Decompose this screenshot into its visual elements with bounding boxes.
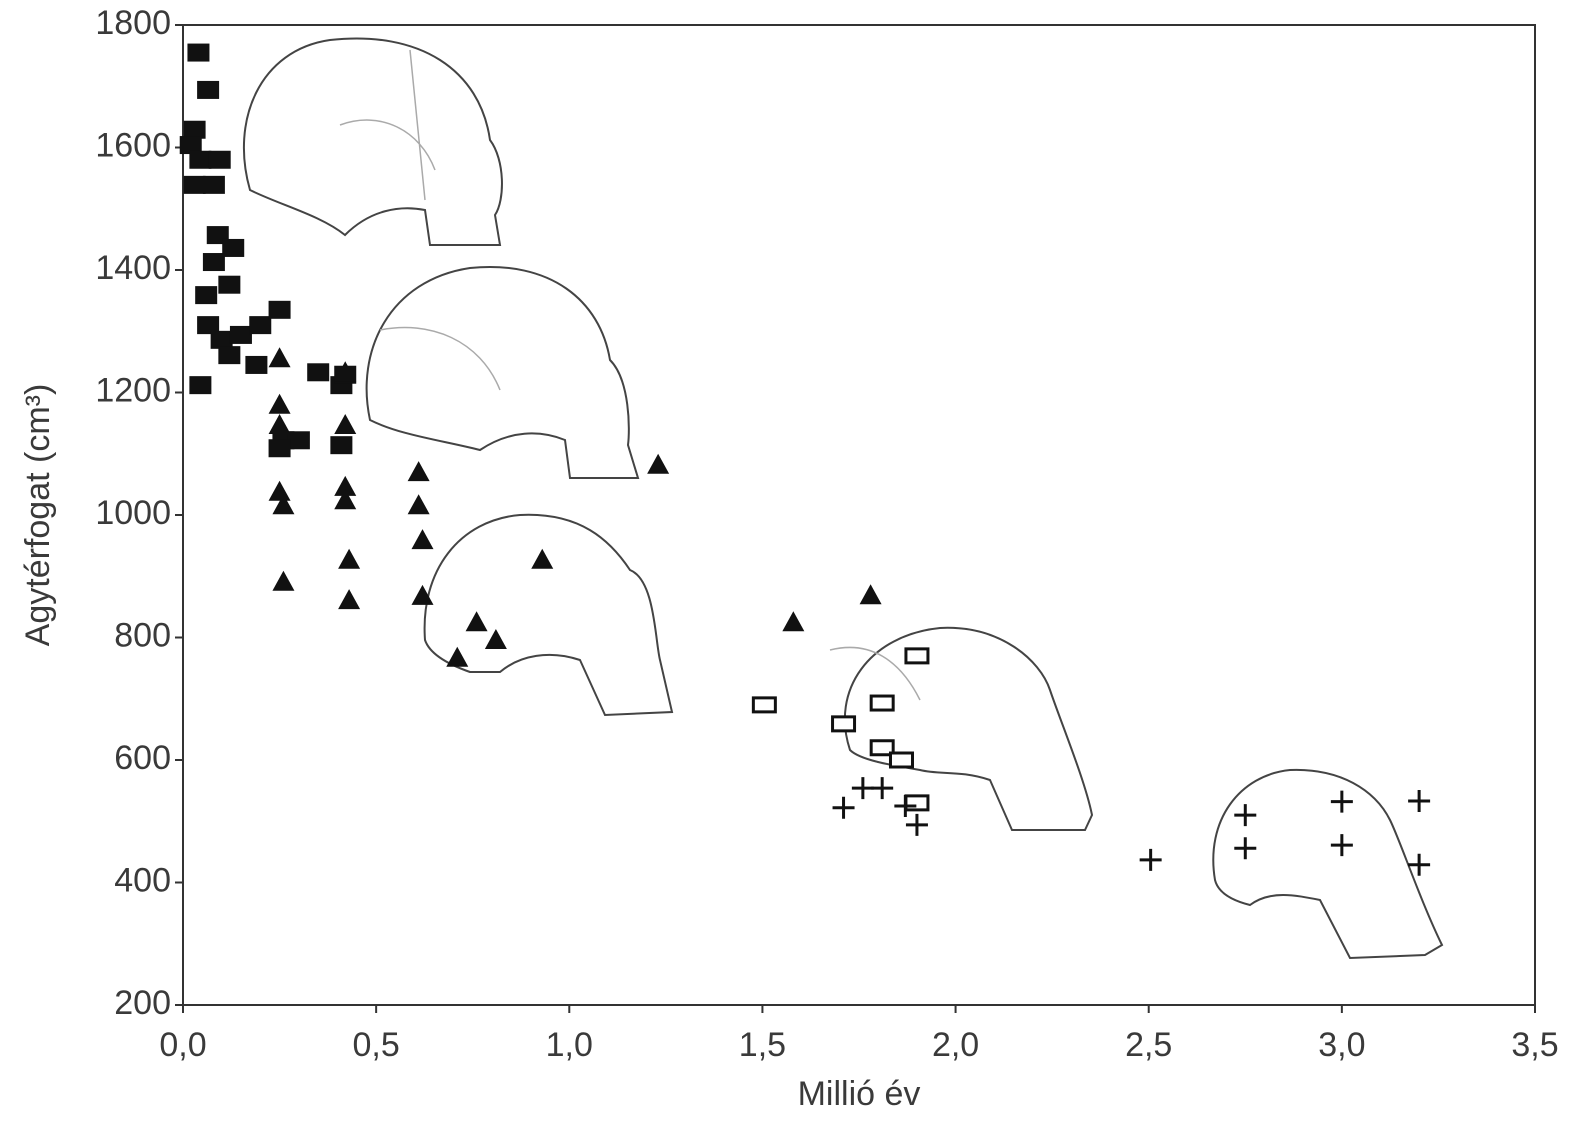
point	[465, 611, 488, 632]
point	[859, 584, 882, 605]
point	[751, 696, 777, 714]
point	[218, 275, 241, 294]
x-tick-label: 3,0	[1318, 1026, 1365, 1064]
point	[307, 363, 330, 382]
point	[1139, 848, 1162, 871]
point	[338, 589, 361, 610]
point	[446, 646, 469, 667]
point	[334, 489, 357, 510]
point	[1330, 834, 1353, 857]
point	[1234, 837, 1257, 860]
point	[869, 694, 895, 712]
point	[197, 316, 220, 335]
point	[189, 150, 212, 169]
point	[782, 611, 805, 632]
point	[407, 494, 430, 515]
point	[407, 461, 430, 482]
point	[272, 570, 295, 591]
y-tick-label: 1200	[95, 371, 171, 409]
point	[179, 136, 202, 155]
point	[202, 253, 225, 272]
point	[334, 361, 357, 382]
skull-illustration	[1212, 768, 1444, 960]
point	[208, 150, 231, 169]
x-tick-label: 3,5	[1511, 1026, 1558, 1064]
point	[904, 647, 930, 665]
x-tick-label: 0,0	[159, 1026, 206, 1064]
plot-frame	[182, 24, 1536, 1006]
x-tick-label: 2,5	[1125, 1026, 1172, 1064]
point	[831, 715, 857, 733]
skull-illustrations	[242, 37, 1444, 960]
skull-illustration	[339, 49, 921, 701]
point	[249, 316, 272, 335]
x-tick-label: 1,0	[546, 1026, 593, 1064]
point	[287, 431, 310, 450]
point	[245, 355, 268, 374]
point	[531, 548, 554, 569]
point	[484, 628, 507, 649]
point	[183, 120, 206, 139]
point	[210, 330, 233, 349]
point	[272, 494, 295, 515]
point	[197, 80, 220, 99]
point	[894, 794, 917, 817]
x-tick-label: 2,0	[932, 1026, 979, 1064]
x-tick-label: 1,5	[739, 1026, 786, 1064]
skull-illustration	[423, 513, 674, 717]
point	[229, 325, 252, 344]
point	[904, 794, 930, 812]
point	[218, 346, 241, 365]
point	[832, 796, 855, 819]
point	[202, 175, 225, 194]
point	[334, 413, 357, 434]
point	[1408, 853, 1431, 876]
point	[1234, 804, 1257, 827]
point	[411, 584, 434, 605]
point	[268, 439, 291, 458]
point	[888, 751, 914, 769]
x-axis-label: Millió év	[798, 1075, 921, 1113]
point	[871, 777, 894, 800]
skull-illustration	[365, 266, 640, 479]
y-tick-label: 800	[114, 616, 171, 654]
point	[338, 548, 361, 569]
y-tick-label: 1800	[95, 4, 171, 42]
point	[411, 529, 434, 550]
point	[1330, 790, 1353, 813]
point	[905, 813, 928, 836]
point	[851, 777, 874, 800]
x-tick-label: 0,5	[353, 1026, 400, 1064]
point	[268, 300, 291, 319]
skull-illustration	[242, 37, 503, 246]
point	[330, 436, 353, 455]
point	[268, 393, 291, 414]
point	[222, 238, 245, 257]
point	[1408, 790, 1431, 813]
y-tick-label: 600	[114, 739, 171, 777]
point	[647, 453, 670, 474]
y-tick-label: 200	[114, 984, 171, 1022]
point	[869, 739, 895, 757]
point	[189, 376, 212, 395]
point	[268, 480, 291, 501]
point	[334, 475, 357, 496]
point	[187, 43, 210, 62]
point	[195, 286, 218, 305]
point	[183, 175, 206, 194]
y-tick-label: 1400	[95, 249, 171, 287]
y-tick-label: 1000	[95, 494, 171, 532]
point	[268, 347, 291, 368]
y-tick-label: 1600	[95, 126, 171, 164]
point	[268, 413, 291, 434]
y-tick-label: 400	[114, 861, 171, 899]
skull-illustration	[843, 626, 1094, 831]
y-axis-label: Agytérfogat (cm³)	[19, 384, 57, 647]
